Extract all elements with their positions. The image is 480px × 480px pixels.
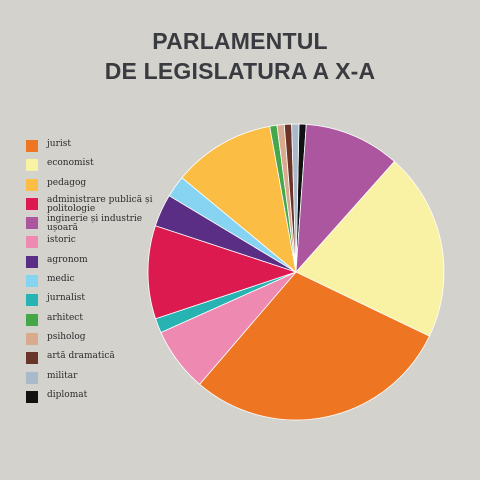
pie-slice-economist xyxy=(295,160,445,337)
legend-item: inginerie și industrie ușoară xyxy=(26,214,156,233)
legend-label: medic xyxy=(47,274,75,285)
legend-swatch xyxy=(26,236,38,249)
pie-slice-pedagog xyxy=(181,125,297,274)
legend-item: militar xyxy=(26,369,156,388)
legend-swatch xyxy=(26,197,38,210)
legend-swatch xyxy=(26,371,38,384)
legend-label: jurist xyxy=(47,139,72,149)
legend-label: agronom xyxy=(47,254,88,265)
legend-swatch xyxy=(26,332,38,345)
legend: jurist economist pedagog administrare publi… xyxy=(26,137,156,407)
pie-slice-administrare xyxy=(147,225,298,320)
legend-swatch xyxy=(26,178,38,191)
legend-item: arhitect xyxy=(26,311,156,330)
pie-slice-jurist xyxy=(199,271,430,421)
legend-item: pedagog xyxy=(26,176,156,195)
legend-label: istoric xyxy=(47,235,76,246)
legend-label: economist xyxy=(47,158,94,169)
legend-label: militar xyxy=(47,370,78,381)
pie-slice-inginerie xyxy=(295,123,396,274)
chart-title-line-2: DE LEGISLATURA A X-A xyxy=(104,58,376,84)
legend-swatch xyxy=(26,275,38,288)
legend-swatch xyxy=(26,352,38,365)
legend-label: arhitect xyxy=(47,312,83,323)
legend-item: diplomat xyxy=(26,388,156,407)
legend-label: psiholog xyxy=(47,331,86,342)
chart-title: PARLAMENTUL DE LEGISLATURA A X-A xyxy=(0,26,480,86)
legend-swatch xyxy=(26,313,38,326)
legend-label: pedagog xyxy=(47,177,87,188)
legend-swatch xyxy=(26,217,38,230)
legend-item: medic xyxy=(26,272,156,291)
legend-item: agronom xyxy=(26,253,156,272)
legend-label: artă dramatică xyxy=(47,351,115,362)
legend-label: jurnalist xyxy=(47,293,86,304)
legend-item: jurist xyxy=(26,137,156,156)
legend-swatch xyxy=(26,159,38,172)
legend-swatch xyxy=(26,255,38,268)
legend-item: economist xyxy=(26,156,156,175)
legend-label: diplomat xyxy=(47,389,88,400)
legend-label: administrare publică și politologie xyxy=(47,194,153,214)
legend-item: administrare publică și politologie xyxy=(26,195,156,214)
pie-slice-militar xyxy=(291,123,300,273)
legend-swatch xyxy=(26,140,38,152)
legend-item: jurnalist xyxy=(26,291,156,310)
legend-label: inginerie și industrie ușoară xyxy=(47,214,143,234)
chart-title-line-1: PARLAMENTUL xyxy=(152,28,328,54)
legend-item: istoric xyxy=(26,233,156,252)
legend-swatch xyxy=(26,390,38,403)
legend-item: psiholog xyxy=(26,330,156,349)
legend-item: artă dramatică xyxy=(26,349,156,368)
legend-swatch xyxy=(26,294,38,307)
